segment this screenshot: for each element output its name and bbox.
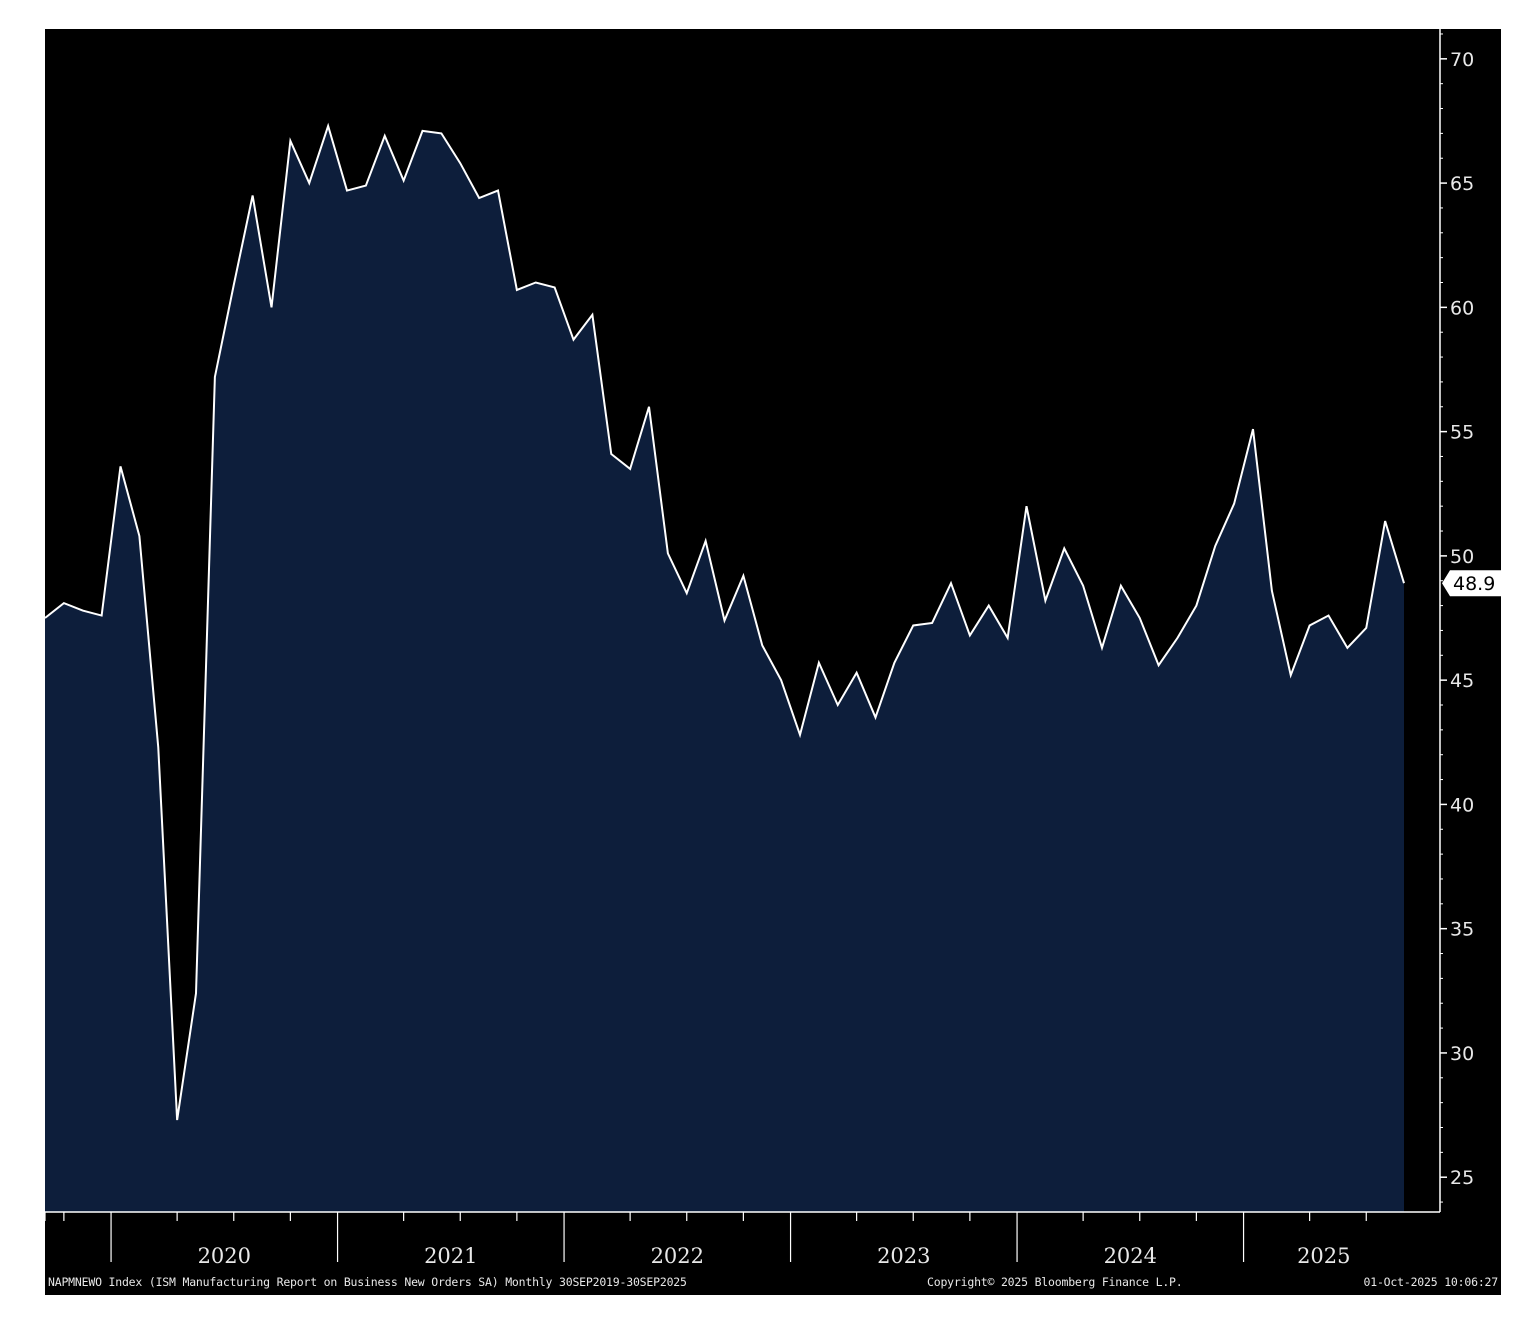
footer-series-description: NAPMNEWO Index (ISM Manufacturing Report… bbox=[48, 1275, 687, 1289]
y-tick-label: 45 bbox=[1450, 670, 1474, 692]
y-tick-label: 55 bbox=[1450, 422, 1474, 444]
x-year-label: 2023 bbox=[877, 1244, 930, 1268]
y-tick-label: 60 bbox=[1450, 297, 1474, 319]
series-area-fill bbox=[45, 125, 1404, 1212]
footer-timestamp: 01-Oct-2025 10:06:27 bbox=[1363, 1275, 1499, 1289]
y-tick-label: 35 bbox=[1450, 919, 1474, 941]
last-value-tag bbox=[1442, 570, 1501, 597]
y-tick-label: 65 bbox=[1450, 173, 1474, 195]
x-year-label: 2020 bbox=[198, 1244, 251, 1268]
y-tick-label: 30 bbox=[1450, 1043, 1474, 1065]
chart-frame: 25 30 35 40 45 50 55 60 65 70 48.9 2020 2021 2022 2023… bbox=[45, 29, 1501, 1295]
y-tick-label: 70 bbox=[1450, 49, 1474, 71]
last-value-label: 48.9 bbox=[1453, 573, 1495, 595]
footer-copyright: Copyright© 2025 Bloomberg Finance L.P. bbox=[927, 1275, 1183, 1289]
y-tick-label: 50 bbox=[1450, 546, 1474, 568]
series-line bbox=[45, 122, 1405, 1121]
x-year-label: 2025 bbox=[1297, 1244, 1350, 1268]
x-year-label: 2021 bbox=[424, 1244, 477, 1268]
x-year-label: 2024 bbox=[1104, 1244, 1157, 1268]
y-tick-label: 40 bbox=[1450, 794, 1474, 816]
x-year-label: 2022 bbox=[651, 1244, 704, 1268]
chart-area: 25 30 35 40 45 50 55 60 65 70 48.9 2020 2021 2022 2023… bbox=[45, 29, 1501, 1268]
y-tick-label: 25 bbox=[1450, 1167, 1474, 1189]
